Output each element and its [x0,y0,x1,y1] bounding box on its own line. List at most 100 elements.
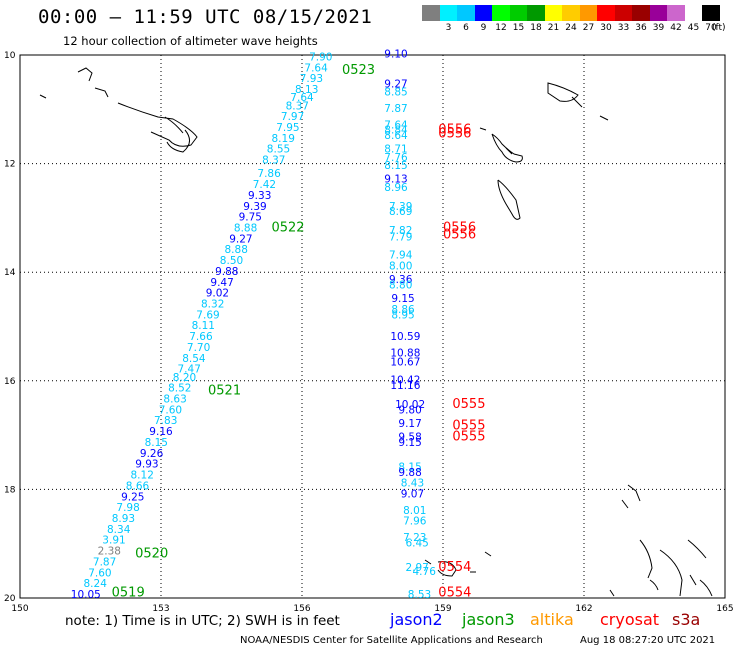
wave-height-value: 7.60 [88,567,111,579]
coastlines [39,67,713,597]
wave-height-value: 7.42 [253,179,276,191]
island-central-east [479,127,523,220]
wave-height-value: 8.66 [126,480,150,492]
wave-height-value: 9.27 [384,79,407,91]
wave-height-value: 9.15 [391,293,414,305]
legend-label: 15 [512,23,525,33]
pass-time-label: 0519 [112,585,145,600]
wave-height-value: 7.60 [159,404,182,416]
wave-height-value: 9.33 [248,190,271,202]
lon-tick-label: 165 [716,604,733,614]
lat-tick-label: 18 [4,485,16,495]
wave-height-value: 8.37 [262,155,285,167]
wave-height-value: 8.86 [391,304,415,316]
wave-height-value: 8.88 [234,222,257,234]
lon-tick-label: 150 [11,604,28,614]
legend-label: 39 [652,23,665,33]
pass-time-label: 0522 [271,220,304,235]
wave-height-value: 9.16 [149,426,173,438]
legend-swatch [649,5,667,21]
legend-swatch [684,5,702,21]
wave-height-value: 8.93 [112,513,135,525]
lat-tick-label: 20 [4,594,16,604]
lat-tick-label: 14 [4,268,16,278]
wave-height-value: 8.19 [272,133,295,145]
legend-label: 12 [495,23,507,33]
island-cluster-west [39,67,198,153]
legend-label: 33 [617,23,630,33]
pass-time-label: 0555 [452,430,485,445]
wave-height-value: 11.16 [390,380,420,392]
wave-height-value: 8.53 [408,589,431,601]
wave-height-value: 9.58 [398,432,421,444]
wave-height-value: 9.07 [401,489,424,501]
wave-height-value: 9.88 [398,467,421,479]
satellite-name: jason3 [462,610,515,629]
wave-height-value: 8.96 [384,182,408,194]
legend-swatch [422,5,440,21]
legend-label: 30 [600,23,612,33]
wave-height-value: 8.00 [389,260,412,272]
wave-height-value: 9.39 [243,201,266,213]
wave-height-value: 7.83 [154,415,177,427]
pass-time-label: 0521 [208,383,241,398]
legend-label: 36 [635,23,647,33]
wave-height-value: 8.55 [267,144,290,156]
footnote: note: 1) Time is in UTC; 2) SWH is in fe… [65,613,340,629]
wave-height-value: 9.25 [121,491,144,503]
lat-tick-label: 10 [4,51,16,61]
wave-height-value: 4.76 [413,566,437,578]
wave-height-value: 2.38 [98,546,121,558]
legend-swatch [597,5,615,21]
wave-height-value: 10.42 [390,375,420,387]
legend-swatch [632,5,650,21]
wave-height-value: 9.93 [135,459,158,471]
wave-height-value: 8.37 [286,100,309,112]
axis-tick-labels: 150 153 156 159 162 165 10 12 14 16 18 20 [4,51,734,614]
wave-height-value: 2.97 [405,562,428,574]
pass-time-label: 0554 [438,560,471,575]
color-legend [422,5,720,21]
generated-timestamp: Aug 18 08:27:20 UTC 2021 [580,635,716,646]
pass-time-label: 0520 [135,546,168,561]
wave-height-value: 9.88 [215,266,238,278]
pass-time-label: 0555 [452,419,485,434]
legend-label: 6 [463,23,469,33]
wave-height-value: 9.26 [140,448,164,460]
wave-height-value: 8.95 [391,309,414,321]
legend-swatch [667,5,685,21]
wave-height-value: 7.70 [187,342,210,354]
wave-height-value: 9.47 [210,277,233,289]
wave-height-value: 7.98 [116,502,139,514]
wave-height-value: 7.90 [309,51,332,63]
wave-height-value: 9.10 [384,49,407,61]
satellite-name: altika [530,610,574,629]
wave-height-value: 8.32 [201,298,224,310]
wave-height-value: 8.54 [182,353,206,365]
satellite-name: jason2 [390,610,443,629]
wave-height-value: 7.64 [304,62,328,74]
lon-tick-label: 162 [575,604,592,614]
legend-swatch [562,5,580,21]
wave-height-value: 7.94 [389,250,413,262]
credit-text: NOAA/NESDIS Center for Satellite Applica… [240,635,543,646]
wave-height-value: 8.80 [389,279,412,291]
legend-swatch [579,5,597,21]
legend-label: 3 [445,23,452,33]
island-south-central [424,551,492,577]
pass-time-label: 0555 [452,397,485,412]
pass-time-label: 0556 [443,228,476,243]
wave-height-value: 8.43 [401,478,424,490]
pass-time-label: 0556 [443,220,476,235]
wave-height-value: 7.95 [276,122,299,134]
legend-label: 27 [582,23,595,33]
wave-height-value: 8.63 [163,394,186,406]
legend-swatch [509,5,527,21]
wave-height-value: 9.17 [398,418,421,430]
legend-label: 24 [565,23,577,33]
pass-time-label: 0554 [438,585,471,600]
wave-height-value: 7.93 [300,73,323,85]
wave-height-value: 7.39 [389,201,412,213]
wave-height-value: 9.27 [229,233,252,245]
